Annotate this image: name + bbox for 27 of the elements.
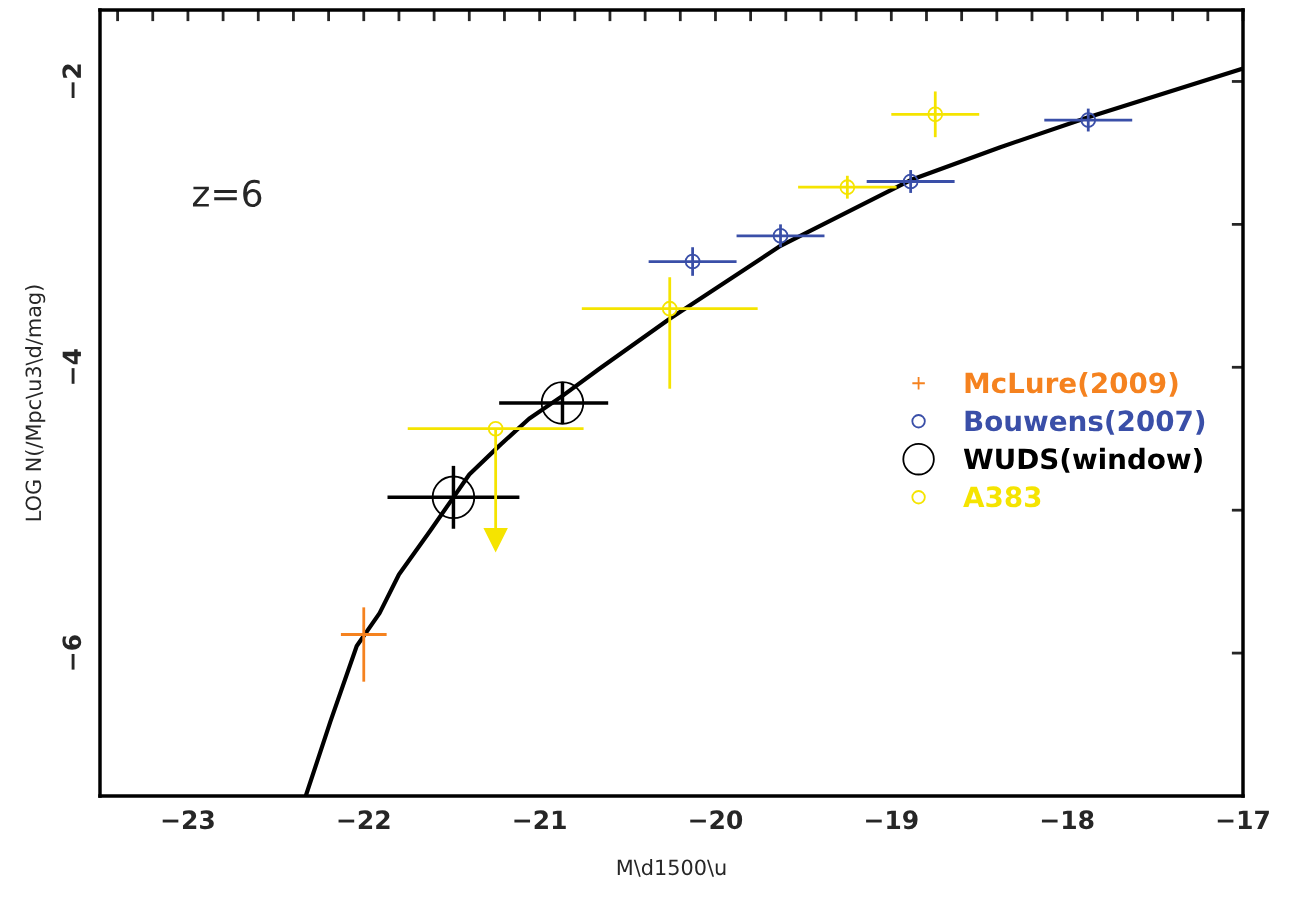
y-tick-label: −6 [62, 635, 82, 670]
point [1080, 112, 1097, 128]
legend-label: McLure(2009) [965, 371, 1178, 397]
x-tick-label: −19 [866, 810, 918, 830]
legend-label: A383 [963, 486, 1041, 508]
y-axis-title: LOG N(/Mpc\u3\d/mag) [25, 285, 46, 521]
x-tick-label: −20 [690, 810, 743, 830]
point [431, 475, 476, 520]
annotation: z=6 [192, 179, 262, 208]
legend-label: Bouwens(2007) [965, 409, 1205, 435]
x-tick-label: −23 [162, 810, 214, 830]
point [772, 227, 789, 244]
x-tick-label: −18 [1041, 810, 1094, 830]
y-tick-label: −4 [62, 349, 81, 384]
point [540, 381, 585, 425]
point [661, 300, 678, 317]
point [839, 179, 856, 196]
point [684, 253, 701, 270]
point [487, 420, 504, 437]
x-tick-label: −17 [1217, 810, 1269, 829]
x-tick-label: −22 [338, 810, 390, 829]
legend-label: WUDS(window) [963, 447, 1202, 473]
x-axis-title: M\d1500\u [617, 859, 726, 877]
point [927, 106, 944, 123]
x-tick-label: −21 [514, 810, 566, 829]
point [902, 173, 919, 190]
y-tick-label: −2 [62, 64, 81, 98]
